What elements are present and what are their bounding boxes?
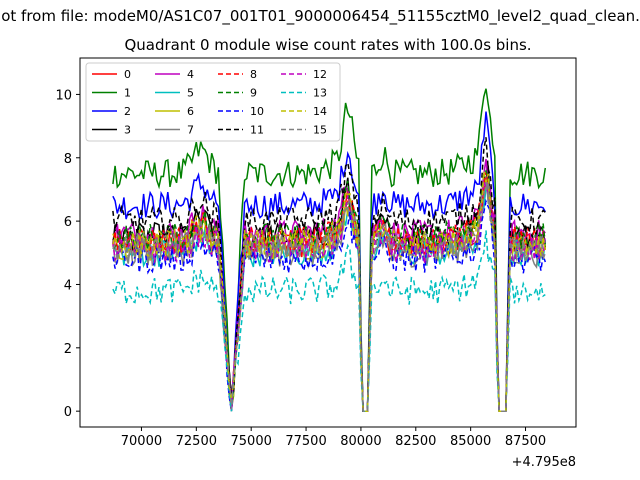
legend-label-10: 10 [250, 105, 264, 118]
x-tick-label: 82500 [395, 434, 436, 449]
x-tick-label: 70000 [121, 434, 162, 449]
series-line-2 [112, 111, 546, 412]
y-tick-label: 4 [64, 278, 72, 293]
legend-label-15: 15 [313, 124, 327, 137]
x-tick-label: 72500 [176, 434, 217, 449]
legend-label-5: 5 [187, 87, 194, 100]
x-tick-label: 85000 [450, 434, 491, 449]
series-line-10 [112, 198, 547, 412]
x-tick-label: 77500 [285, 434, 326, 449]
x-tick-label: 75000 [231, 434, 272, 449]
legend-label-13: 13 [313, 87, 327, 100]
legend-label-1: 1 [124, 87, 131, 100]
y-axis: 0 2 4 6 8 10 [55, 88, 80, 420]
series-line-9 [112, 169, 547, 412]
series-line-13 [112, 230, 546, 412]
x-tick-label: 80000 [340, 434, 381, 449]
legend-label-4: 4 [187, 68, 194, 81]
legend-label-11: 11 [250, 124, 264, 137]
series-line-15 [112, 182, 547, 412]
legend-label-7: 7 [187, 124, 194, 137]
y-tick-label: 0 [64, 405, 72, 420]
series-line-11 [112, 137, 546, 412]
x-tick-label: 87500 [505, 434, 546, 449]
y-tick-label: 8 [64, 152, 72, 167]
chart-title: Quadrant 0 module wise count rates with … [124, 36, 532, 54]
series-layer [112, 88, 547, 412]
legend-label-2: 2 [124, 105, 131, 118]
legend-box [85, 62, 341, 142]
legend-label-0: 0 [124, 68, 131, 81]
figure-suptitle: Plot from file: modeM0/AS1C07_001T01_900… [0, 7, 640, 25]
series-line-1 [112, 88, 547, 412]
y-tick-label: 10 [55, 88, 72, 103]
axes-frame [79, 57, 577, 428]
legend-label-9: 9 [250, 87, 257, 100]
y-tick-label: 6 [64, 215, 72, 230]
x-axis: 70000 72500 75000 77500 80000 82500 85000 87500 [121, 427, 546, 449]
legend-label-8: 8 [250, 68, 257, 81]
legend-label-14: 14 [313, 105, 327, 118]
y-tick-label: 2 [64, 342, 72, 357]
legend-label-6: 6 [187, 105, 194, 118]
legend-label-3: 3 [124, 124, 131, 137]
legend-label-12: 12 [313, 68, 327, 81]
x-offset-label: +4.795e8 [512, 455, 576, 470]
